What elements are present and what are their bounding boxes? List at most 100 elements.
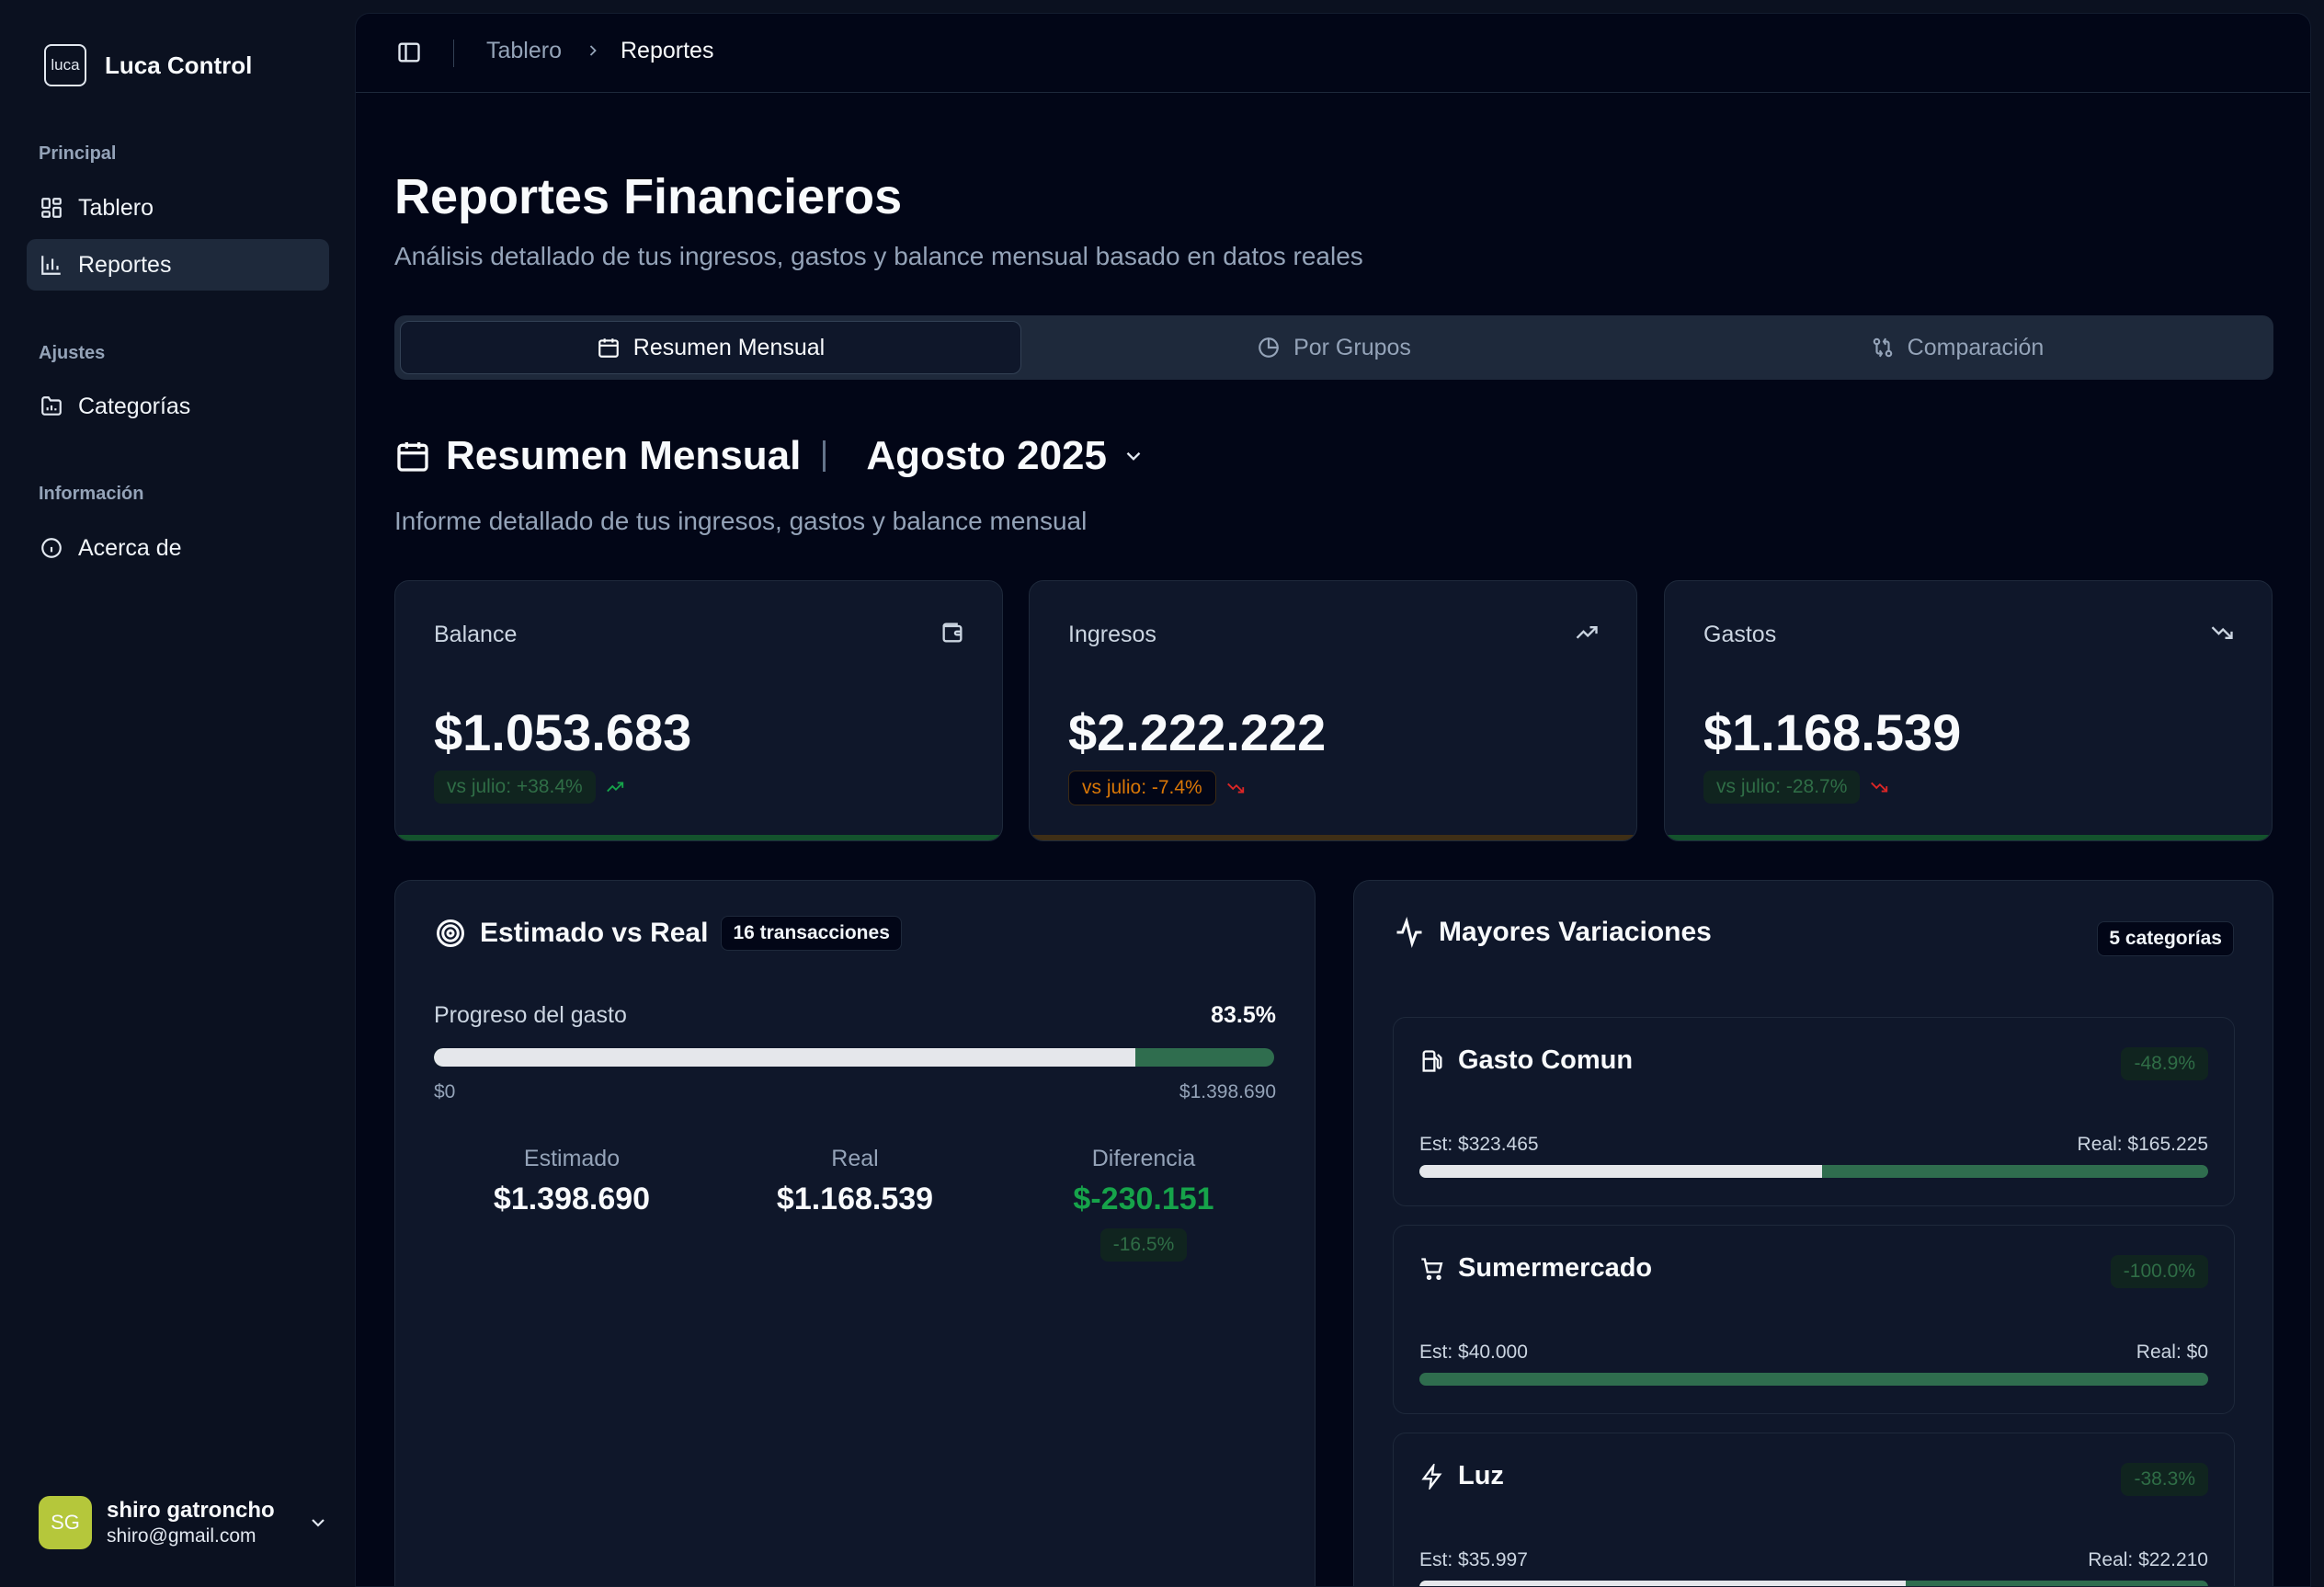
progress-fill xyxy=(1419,1581,1907,1586)
kpi-trend: vs julio: -28.7% xyxy=(1703,771,1889,804)
sidebar-group-ajustes: Ajustes xyxy=(39,343,106,363)
variation-progress-bar xyxy=(1419,1581,2208,1586)
stat-label: Real xyxy=(831,1146,879,1171)
brand[interactable]: luca Luca Control xyxy=(44,44,252,86)
target-icon xyxy=(434,917,467,950)
tab-comparacion[interactable]: Comparación xyxy=(1646,321,2268,374)
breadcrumb-reportes: Reportes xyxy=(621,38,714,63)
stat-label: Estimado xyxy=(523,1146,621,1171)
sidebar: luca Luca Control Principal Tablero Repo… xyxy=(0,0,355,1587)
folder-chart-icon xyxy=(40,394,63,418)
variation-header: Sumermercado xyxy=(1419,1253,1652,1284)
sidebar-item-label: Categorías xyxy=(78,393,191,419)
section-subtitle: Informe detallado de tus ingresos, gasto… xyxy=(394,507,1088,535)
card-title: Mayores Variaciones xyxy=(1439,917,1712,947)
card-header: Estimado vs Real 16 transacciones xyxy=(434,916,902,951)
page-subtitle: Análisis detallado de tus ingresos, gast… xyxy=(394,242,1363,270)
sidebar-item-tablero[interactable]: Tablero xyxy=(27,182,329,234)
variation-header: Gasto Comun xyxy=(1419,1045,1633,1076)
user-name: shiro gatroncho xyxy=(107,1498,275,1523)
estimado-vs-real-card: Estimado vs Real 16 transacciones Progre… xyxy=(394,880,1316,1586)
variation-item-gasto-comun[interactable]: Gasto Comun -48.9% Est: $323.465 Real: $… xyxy=(1393,1017,2235,1206)
progress-fill xyxy=(434,1048,1136,1067)
sidebar-item-label: Tablero xyxy=(78,194,154,221)
sidebar-item-reportes[interactable]: Reportes xyxy=(27,239,329,291)
section-header: Resumen Mensual Agosto 2025 xyxy=(394,433,1145,479)
variation-badge: -48.9% xyxy=(2121,1047,2208,1080)
stat-label: Diferencia xyxy=(1091,1146,1196,1171)
progress-max: $1.398.690 xyxy=(1179,1081,1276,1102)
variation-item-luz[interactable]: Luz -38.3% Est: $35.997 Real: $22.210 xyxy=(1393,1433,2235,1586)
card-header: Mayores Variaciones xyxy=(1393,916,1712,949)
sidebar-item-categorias[interactable]: Categorías xyxy=(27,381,329,432)
user-info: shiro gatroncho shiro@gmail.com xyxy=(107,1498,275,1547)
kpi-value: $2.222.222 xyxy=(1068,703,1327,761)
categories-badge: 5 categorías xyxy=(2097,921,2234,956)
info-icon xyxy=(40,536,63,560)
brand-logo: luca xyxy=(44,44,86,86)
estimated-value: Est: $35.997 xyxy=(1419,1549,1528,1570)
sidebar-group-informacion: Información xyxy=(39,484,144,504)
bar-chart-icon xyxy=(40,253,63,277)
dashboard-icon xyxy=(40,196,63,220)
kpi-label: Ingresos xyxy=(1068,622,1156,647)
divider xyxy=(453,40,454,67)
comparison-badge: vs julio: -7.4% xyxy=(1068,771,1216,805)
sidebar-item-label: Acerca de xyxy=(78,534,182,561)
variation-progress-bar xyxy=(1419,1373,2208,1386)
fuel-icon xyxy=(1419,1048,1445,1074)
stat-real: Real $1.168.539 xyxy=(717,1146,993,1217)
user-menu[interactable]: SG shiro gatroncho shiro@gmail.com xyxy=(39,1495,329,1550)
sidebar-item-label: Reportes xyxy=(78,251,172,278)
estimated-value: Est: $323.465 xyxy=(1419,1134,1539,1155)
kpi-value: $1.168.539 xyxy=(1703,703,1962,761)
calendar-icon xyxy=(597,336,621,360)
progress-percent: 83.5% xyxy=(1211,1002,1276,1028)
tab-label: Por Grupos xyxy=(1293,334,1411,360)
trending-down-icon xyxy=(1225,778,1246,798)
avatar: SG xyxy=(39,1496,92,1549)
variation-header: Luz xyxy=(1419,1461,1504,1491)
kpi-trend: vs julio: -7.4% xyxy=(1068,771,1246,805)
progress-min: $0 xyxy=(434,1081,456,1102)
variation-name: Gasto Comun xyxy=(1458,1045,1634,1075)
stat-estimado: Estimado $1.398.690 xyxy=(434,1146,710,1217)
chevron-right-icon xyxy=(584,41,602,60)
trending-down-icon xyxy=(1869,777,1889,797)
month-selector[interactable]: Agosto 2025 xyxy=(866,433,1107,478)
pie-chart-icon xyxy=(1257,336,1281,360)
kpi-card-gastos: Gastos $1.168.539 vs julio: -28.7% xyxy=(1664,580,2273,841)
chevron-down-icon[interactable] xyxy=(307,1512,329,1534)
mayores-variaciones-card: Mayores Variaciones 5 categorías Gasto C… xyxy=(1353,880,2273,1586)
comparison-badge: vs julio: -28.7% xyxy=(1703,771,1861,804)
kpi-label: Gastos xyxy=(1703,622,1777,647)
topbar: Tablero Reportes xyxy=(356,14,2310,93)
tab-label: Resumen Mensual xyxy=(632,334,826,360)
trending-up-icon xyxy=(605,777,625,797)
variation-item-sumermercado[interactable]: Sumermercado -100.0% Est: $40.000 Real: … xyxy=(1393,1225,2235,1414)
kpi-label: Balance xyxy=(434,622,518,647)
comparison-badge: vs julio: +38.4% xyxy=(434,771,596,804)
tab-label: Comparación xyxy=(1907,334,2045,360)
chevron-down-icon[interactable] xyxy=(1122,444,1145,468)
card-title: Estimado vs Real xyxy=(480,918,709,948)
sidebar-group-principal: Principal xyxy=(39,143,117,164)
real-value: Real: $22.210 xyxy=(2088,1549,2208,1570)
stat-value: $1.398.690 xyxy=(493,1182,651,1216)
tab-resumen-mensual[interactable]: Resumen Mensual xyxy=(400,321,1021,374)
divider xyxy=(823,440,826,472)
progress-fill xyxy=(1419,1165,1822,1178)
variation-progress-bar xyxy=(1419,1165,2208,1178)
cart-icon xyxy=(1419,1256,1445,1282)
progress-label: Progreso del gasto xyxy=(434,1002,627,1028)
kpi-card-ingresos: Ingresos $2.222.222 vs julio: -7.4% xyxy=(1029,580,1637,841)
real-value: Real: $0 xyxy=(2136,1342,2208,1363)
transactions-badge: 16 transacciones xyxy=(721,916,902,951)
sidebar-toggle-icon[interactable] xyxy=(396,40,422,65)
breadcrumb-tablero[interactable]: Tablero xyxy=(486,38,562,63)
trending-down-icon xyxy=(2209,620,2235,645)
real-value: Real: $165.225 xyxy=(2077,1134,2208,1155)
tab-por-grupos[interactable]: Por Grupos xyxy=(1023,321,1645,374)
variation-badge: -38.3% xyxy=(2121,1463,2208,1496)
sidebar-item-acerca-de[interactable]: Acerca de xyxy=(27,522,329,574)
